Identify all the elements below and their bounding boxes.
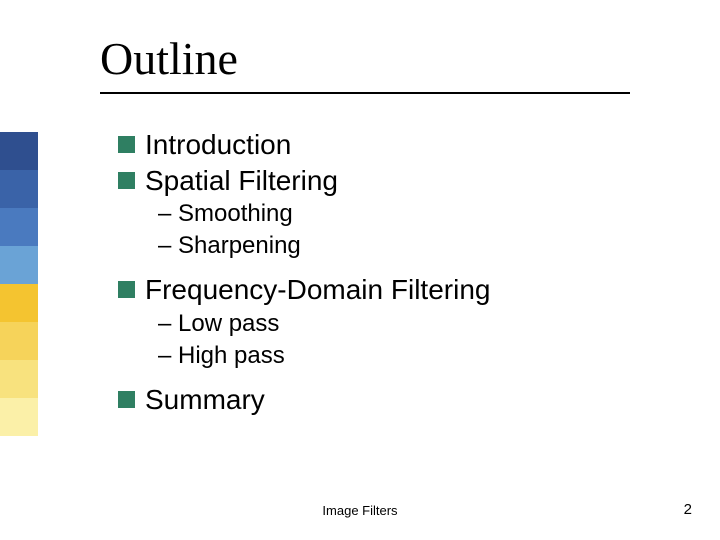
sidebar-decoration — [0, 132, 38, 436]
title-underline — [100, 92, 630, 94]
outline-item-label: Spatial Filtering — [145, 164, 338, 198]
outline-item-l1: Summary — [118, 383, 638, 417]
square-bullet-icon — [118, 172, 135, 189]
outline-item-l1: Spatial Filtering — [118, 164, 638, 198]
outline-item-l2: – High pass — [158, 341, 638, 371]
sidebar-block — [0, 132, 38, 170]
slide: Outline IntroductionSpatial Filtering– S… — [0, 0, 720, 540]
outline-list: IntroductionSpatial Filtering– Smoothing… — [118, 128, 638, 418]
sidebar-block — [0, 246, 38, 284]
footer-center: Image Filters — [0, 503, 720, 518]
sidebar-block — [0, 170, 38, 208]
square-bullet-icon — [118, 281, 135, 298]
outline-item-l2: – Smoothing — [158, 199, 638, 229]
outline-item-label: Introduction — [145, 128, 291, 162]
sidebar-block — [0, 208, 38, 246]
sidebar-block — [0, 284, 38, 322]
outline-item-l2: – Low pass — [158, 309, 638, 339]
slide-title: Outline — [100, 32, 238, 85]
outline-item-label: Frequency-Domain Filtering — [145, 273, 490, 307]
sidebar-block — [0, 360, 38, 398]
square-bullet-icon — [118, 136, 135, 153]
outline-item-l2: – Sharpening — [158, 231, 638, 261]
outline-item-l1: Frequency-Domain Filtering — [118, 273, 638, 307]
outline-item-l1: Introduction — [118, 128, 638, 162]
square-bullet-icon — [118, 391, 135, 408]
footer-page-number: 2 — [684, 501, 692, 518]
outline-item-label: Summary — [145, 383, 265, 417]
sidebar-block — [0, 398, 38, 436]
sidebar-block — [0, 322, 38, 360]
